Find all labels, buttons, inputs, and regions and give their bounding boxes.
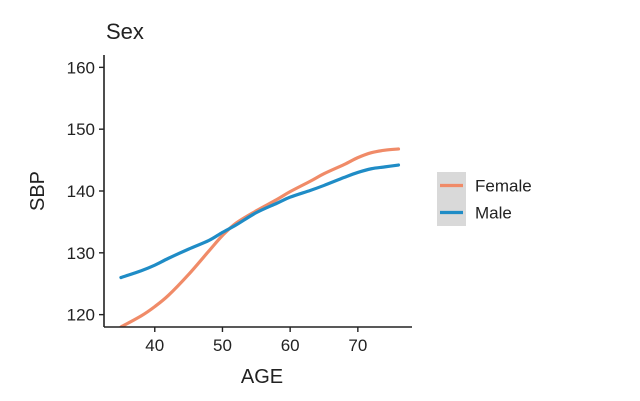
plot-area <box>119 147 401 327</box>
x-tick-label: 60 <box>281 336 300 355</box>
series-line-female <box>119 147 401 327</box>
x-tick-label: 40 <box>145 336 164 355</box>
y-tick-label: 130 <box>67 244 95 263</box>
x-axis-label: AGE <box>241 366 283 388</box>
series-line-male <box>119 163 401 280</box>
legend-label-male: Male <box>475 204 512 223</box>
y-tick-label: 140 <box>67 182 95 201</box>
legend-title: Sex <box>106 19 144 44</box>
legend-label-female: Female <box>475 177 532 196</box>
y-axis-label: SBP <box>27 171 49 211</box>
y-tick-label: 150 <box>67 120 95 139</box>
y-tick-label: 120 <box>67 306 95 325</box>
x-tick-label: 50 <box>213 336 232 355</box>
x-tick-label: 70 <box>348 336 367 355</box>
axes: 120 130 140 150 160 40 50 60 70 <box>67 55 412 355</box>
legend: Female Male <box>437 172 532 226</box>
y-tick-label: 160 <box>67 58 95 77</box>
